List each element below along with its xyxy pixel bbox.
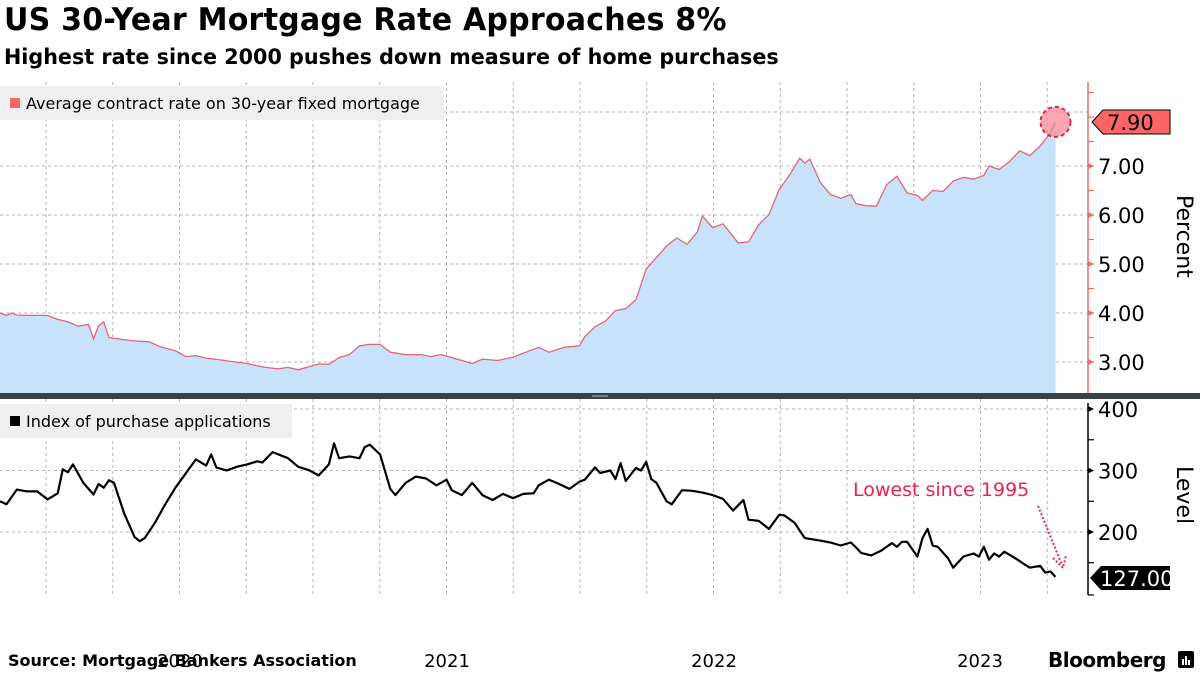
annotation-text: Lowest since 1995 bbox=[853, 479, 1029, 501]
rate-legend: Average contract rate on 30-year fixed m… bbox=[0, 86, 444, 120]
bloomberg-icon bbox=[1178, 651, 1194, 668]
index-legend-swatch bbox=[10, 416, 20, 426]
rate-y-tick-label: 6.00 bbox=[1098, 204, 1145, 228]
index-legend: Index of purchase applications bbox=[0, 404, 292, 438]
rate-axis-major-tick bbox=[1088, 212, 1094, 218]
x-tick-label: 2021 bbox=[424, 651, 470, 672]
index-axis-major-tick bbox=[1088, 467, 1094, 474]
rate-y-tick-label: 4.00 bbox=[1098, 302, 1145, 326]
index-y-tick-label: 400 bbox=[1098, 398, 1138, 422]
index-line bbox=[0, 442, 1057, 578]
index-legend-label: Index of purchase applications bbox=[26, 411, 271, 431]
rate-last-value-label: 7.90 bbox=[1107, 111, 1154, 135]
annotation-arrowhead bbox=[1052, 554, 1067, 570]
index-axis-title: Level bbox=[1171, 466, 1196, 524]
index-axis-major-tick bbox=[1088, 529, 1094, 535]
rate-area bbox=[0, 121, 1056, 394]
rate-y-tick-label: 7.00 bbox=[1098, 155, 1145, 179]
rate-y-tick-label: 5.00 bbox=[1098, 253, 1145, 277]
brand-logo: Bloomberg bbox=[1048, 648, 1166, 672]
rate-line bbox=[0, 121, 1057, 371]
x-tick-label: 2020 bbox=[157, 651, 203, 672]
rate-axis-major-tick bbox=[1088, 261, 1094, 267]
index-y-tick-label: 300 bbox=[1098, 460, 1138, 484]
x-tick-label: 2023 bbox=[957, 651, 1003, 672]
annotation: Lowest since 1995 bbox=[853, 479, 1067, 570]
rate-legend-label: Average contract rate on 30-year fixed m… bbox=[26, 93, 420, 113]
index-y-tick-label: 200 bbox=[1098, 521, 1138, 545]
rate-axis-major-tick bbox=[1088, 310, 1094, 316]
index-last-value-badge: 127.00 bbox=[1090, 566, 1173, 591]
rate-y-tick-label: 3.00 bbox=[1098, 351, 1145, 375]
x-tick-label: 2022 bbox=[691, 651, 737, 672]
rate-legend-swatch bbox=[10, 98, 20, 108]
rate-last-value-badge: 7.90 bbox=[1091, 109, 1171, 135]
chart-title: US 30-Year Mortgage Rate Approaches 8% bbox=[4, 2, 727, 38]
index-last-value-label: 127.00 bbox=[1100, 567, 1173, 591]
annotation-arrow bbox=[1037, 505, 1063, 566]
rate-y-axis: 3.00 4.00 5.00 6.00 7.00 bbox=[1087, 82, 1145, 393]
x-axis-labels: 2020 2021 2022 2023 bbox=[157, 651, 1003, 672]
rate-axis-major-tick bbox=[1088, 163, 1094, 169]
index-y-axis: 200 300 400 bbox=[1087, 398, 1138, 596]
rate-highlight-circle bbox=[1039, 105, 1072, 138]
chart-subtitle: Highest rate since 2000 pushes down meas… bbox=[4, 45, 779, 69]
rate-axis-title: Percent bbox=[1171, 195, 1196, 278]
source-note: Source: Mortgage Bankers Association bbox=[8, 651, 357, 670]
index-axis-major-tick bbox=[1088, 406, 1094, 412]
rate-axis-major-tick bbox=[1088, 359, 1094, 365]
